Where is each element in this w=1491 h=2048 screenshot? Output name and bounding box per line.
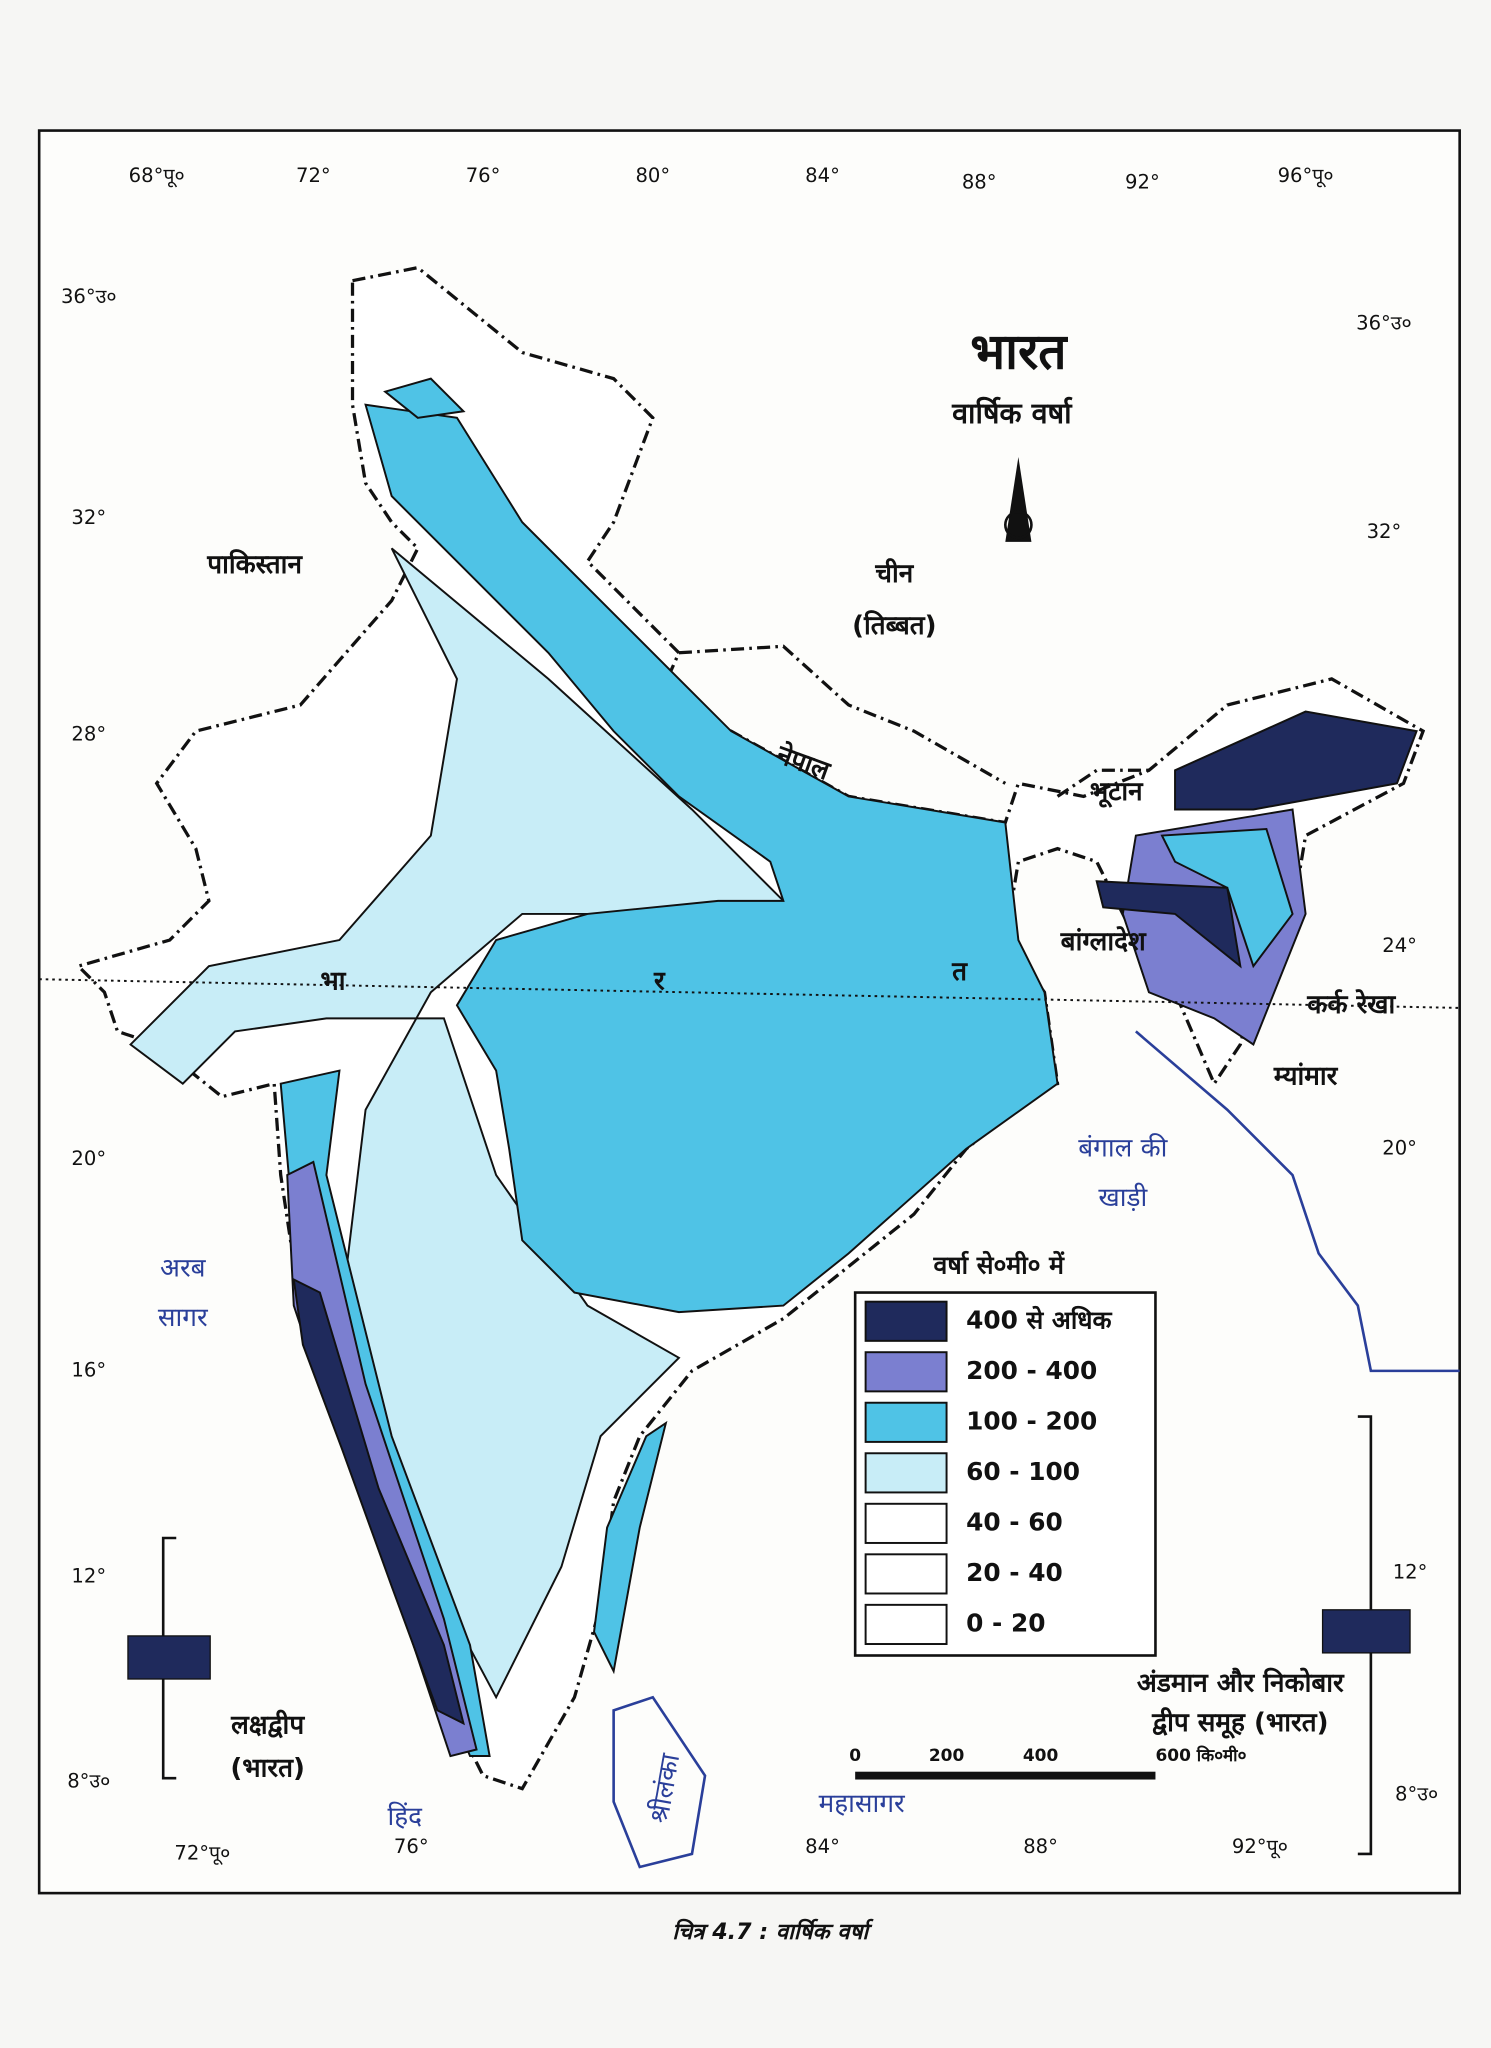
legend-swatch bbox=[864, 1603, 948, 1645]
legend-title: वर्षा से०मी० में bbox=[933, 1250, 1066, 1279]
coordinate-tick: 76° bbox=[466, 164, 501, 187]
coordinate-tick: 92° bbox=[1125, 170, 1160, 193]
water-label: बंगाल की bbox=[1078, 1132, 1168, 1163]
india-letter: भा bbox=[320, 966, 346, 996]
legend-swatch bbox=[864, 1452, 948, 1494]
scale-label: 400 bbox=[1023, 1746, 1058, 1766]
coordinate-tick: 88° bbox=[1023, 1835, 1058, 1858]
tropic-label: कर्क रेखा bbox=[1306, 989, 1396, 1020]
coordinate-tick: 92°पू० bbox=[1232, 1835, 1288, 1859]
water-label: महासागर bbox=[819, 1789, 906, 1819]
coordinate-tick: 12° bbox=[71, 1565, 106, 1588]
legend-swatch bbox=[864, 1553, 948, 1595]
coordinate-tick: 76° bbox=[394, 1835, 429, 1858]
rain-400-ne-mid bbox=[1095, 880, 1242, 969]
scale-bar bbox=[855, 1771, 1156, 1780]
island-label: द्वीप समूह (भारत) bbox=[1151, 1707, 1328, 1739]
country-label: बांग्लादेश bbox=[1060, 926, 1147, 957]
rain-400-west bbox=[292, 1277, 465, 1726]
scale-label: 0 bbox=[849, 1746, 861, 1766]
rain-100-200-ne bbox=[1160, 828, 1294, 969]
coordinate-tick: 68°पू० bbox=[129, 164, 185, 188]
water-label: अरब bbox=[160, 1254, 207, 1284]
inset-swatch bbox=[1321, 1609, 1411, 1654]
water-label: सागर bbox=[158, 1303, 209, 1333]
coordinate-tick: 28° bbox=[71, 723, 106, 746]
sri-lanka bbox=[612, 1695, 707, 1869]
coordinate-tick: 32° bbox=[71, 506, 106, 529]
legend-label: 0 - 20 bbox=[966, 1608, 1045, 1637]
coordinate-tick: 8°उ० bbox=[67, 1770, 110, 1793]
coordinate-tick: 84° bbox=[805, 1835, 840, 1858]
coordinate-tick: 72° bbox=[296, 164, 331, 187]
india-letter: र bbox=[653, 966, 666, 996]
map-subtitle: वार्षिक वर्षा bbox=[951, 396, 1073, 430]
legend-label: 400 से अधिक bbox=[966, 1305, 1112, 1334]
island-label: लक्षद्वीप bbox=[230, 1710, 305, 1741]
country-label: चीन bbox=[874, 558, 914, 589]
legend-swatch bbox=[864, 1401, 948, 1443]
legend-label: 60 - 100 bbox=[966, 1457, 1080, 1486]
north-arrow bbox=[1004, 456, 1033, 542]
legend-swatch bbox=[864, 1300, 948, 1342]
tick-labels: 68°पू० 72° 76° 80° 84° 88° 92° 96°पू० 36°उ० 32° 28… bbox=[61, 164, 1438, 1866]
island-label: अंडमान और निकोबार bbox=[1137, 1668, 1345, 1699]
coordinate-tick: 72°पू० bbox=[174, 1841, 230, 1865]
nepal-border bbox=[678, 644, 1007, 785]
legend-label: 40 - 60 bbox=[966, 1507, 1063, 1536]
coordinate-tick: 8°उ० bbox=[1395, 1783, 1438, 1806]
coordinate-tick: 32° bbox=[1367, 520, 1402, 543]
coordinate-tick: 36°उ० bbox=[61, 285, 117, 308]
country-label: म्यांमार bbox=[1273, 1062, 1339, 1092]
scale: 0 200 400 600 कि०मी० bbox=[849, 1745, 1246, 1766]
scale-label: 600 कि०मी० bbox=[1155, 1745, 1246, 1766]
tropic-line bbox=[39, 978, 1460, 1009]
country-label: (तिब्बत) bbox=[852, 610, 937, 641]
rain-400-ne-top bbox=[1174, 710, 1418, 811]
coordinate-tick: 20° bbox=[71, 1147, 106, 1170]
coordinate-tick: 24° bbox=[1382, 934, 1417, 957]
legend-label: 100 - 200 bbox=[966, 1406, 1097, 1435]
caption: चित्र 4.7 : वार्षिक वर्षा bbox=[672, 1918, 874, 1945]
place-labels: पाकिस्तान चीन(तिब्बत)नेपालभूटानबांग्लादेश… bbox=[158, 549, 1397, 1832]
water-label: हिंद bbox=[387, 1801, 423, 1832]
inset-swatch bbox=[127, 1635, 211, 1680]
coordinate-tick: 84° bbox=[805, 164, 840, 187]
country-label: पाकिस्तान bbox=[206, 549, 303, 580]
rain-60-100-kashmir bbox=[383, 377, 466, 419]
rain-100-200 bbox=[364, 403, 1059, 1314]
scale-label: 200 bbox=[929, 1746, 964, 1766]
legend-label: 20 - 40 bbox=[966, 1558, 1063, 1587]
coordinate-tick: 96°पू० bbox=[1278, 164, 1334, 188]
coordinate-tick: 80° bbox=[635, 164, 670, 187]
coordinate-tick: 88° bbox=[962, 170, 997, 193]
legend: 400 से अधिक 200 - 400 100 - 200 60 - 100 40 … bbox=[864, 1300, 1113, 1645]
rain-100-200-east-coast bbox=[593, 1420, 668, 1675]
coordinate-tick: 20° bbox=[1382, 1136, 1417, 1159]
myanmar-coast bbox=[1135, 1030, 1460, 1373]
india-letter: त bbox=[951, 957, 968, 987]
map-title: भारत bbox=[970, 323, 1068, 381]
legend-swatch bbox=[864, 1351, 948, 1393]
legend-swatch bbox=[864, 1502, 948, 1544]
legend-label: 200 - 400 bbox=[966, 1356, 1097, 1385]
island-label: (भारत) bbox=[230, 1754, 305, 1784]
bhutan-border bbox=[1056, 768, 1149, 798]
coordinate-tick: 16° bbox=[71, 1358, 106, 1381]
water-label: खाड़ी bbox=[1098, 1182, 1148, 1213]
map-group: भारत वार्षिक वर्षा 68°पू० 72° 76° 80° 84° 88°… bbox=[37, 129, 1461, 1945]
coordinate-tick: 12° bbox=[1393, 1561, 1428, 1584]
country-label: भूटान bbox=[1090, 777, 1144, 808]
coordinate-tick: 36°उ० bbox=[1356, 311, 1412, 334]
